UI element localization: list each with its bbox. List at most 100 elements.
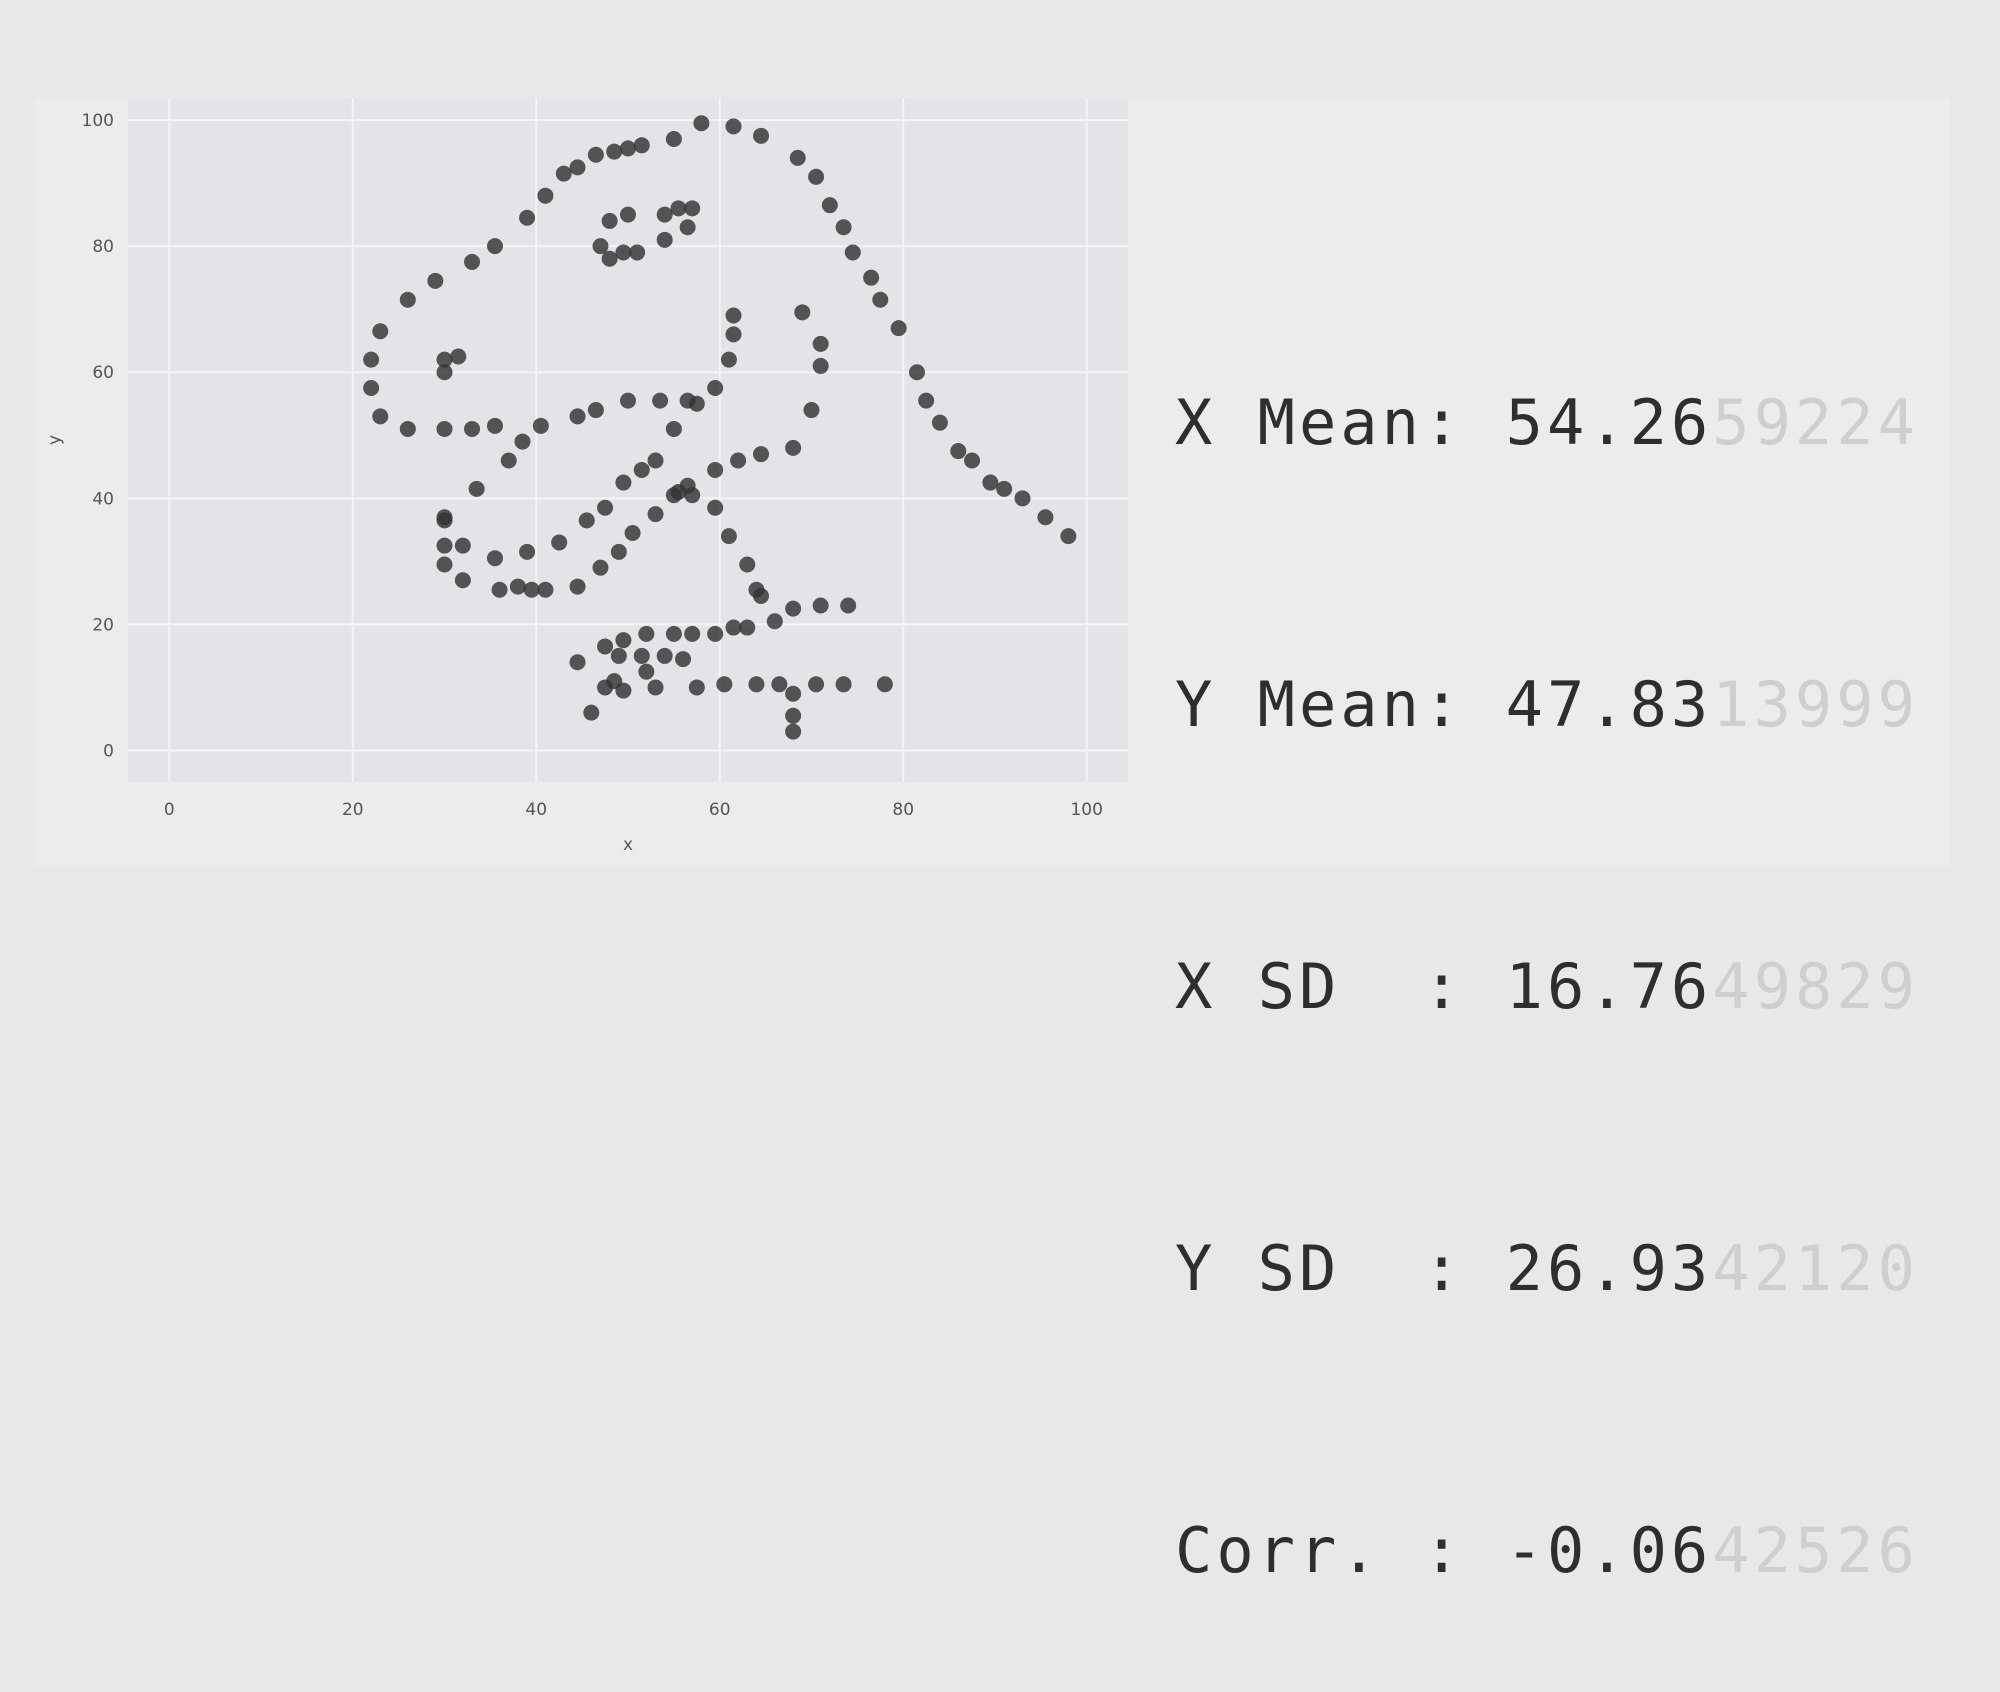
data-point [707, 379, 724, 396]
data-point [835, 219, 852, 236]
data-point [532, 417, 549, 434]
data-point [399, 420, 416, 437]
data-point [597, 638, 614, 655]
stat-value-trailing-digits: 59224 [1712, 386, 1919, 459]
data-point [656, 647, 673, 664]
data-point [592, 238, 609, 255]
data-point [876, 676, 893, 693]
data-point [785, 723, 802, 740]
stat-row-y-sd: Y SD : 26.9342120 [1175, 1222, 1919, 1316]
data-point [739, 556, 756, 573]
data-point [1060, 528, 1077, 545]
data-point [583, 704, 600, 721]
data-point [707, 499, 724, 516]
data-point [785, 707, 802, 724]
stat-row-y-mean: Y Mean: 47.8313999 [1175, 658, 1919, 752]
data-point [720, 528, 737, 545]
y-tick-label: 100 [82, 111, 114, 131]
data-point [624, 524, 641, 541]
data-point [629, 244, 646, 261]
data-point [808, 676, 825, 693]
stat-value-trailing-digits: 13999 [1712, 668, 1919, 741]
data-point [918, 392, 935, 409]
data-point [794, 304, 811, 321]
data-point [615, 682, 632, 699]
data-point [638, 625, 655, 642]
data-point [436, 509, 453, 526]
data-point [725, 307, 742, 324]
data-point [363, 379, 380, 396]
data-point [707, 461, 724, 478]
data-point [647, 506, 664, 523]
stat-value-trailing-digits: 42526 [1712, 1514, 1919, 1587]
figure-panel: 0 20 40 60 80 100 0 20 40 60 80 100 x y [36, 98, 1950, 866]
data-point [688, 679, 705, 696]
data-point [519, 209, 536, 226]
data-point [720, 351, 737, 368]
data-point [537, 581, 554, 598]
stat-label: X SD : [1175, 950, 1506, 1023]
data-point [615, 474, 632, 491]
stat-row-x-mean: X Mean: 54.2659224 [1175, 376, 1919, 470]
data-point [821, 197, 838, 214]
y-tick-label: 80 [92, 237, 114, 257]
data-point [812, 335, 829, 352]
data-point [569, 654, 586, 671]
stat-value: 54.26 [1505, 386, 1713, 459]
data-point [615, 244, 632, 261]
data-point [725, 118, 742, 135]
data-point [486, 238, 503, 255]
data-point [730, 452, 747, 469]
stat-value: -0.06 [1505, 1514, 1713, 1587]
data-point [363, 351, 380, 368]
data-point [785, 685, 802, 702]
data-point [450, 348, 467, 365]
data-point [1014, 490, 1031, 507]
stat-label: Corr. : [1175, 1514, 1506, 1587]
data-point [725, 326, 742, 343]
data-point [665, 487, 682, 504]
data-point [486, 417, 503, 434]
data-point [523, 581, 540, 598]
x-tick-label: 20 [342, 800, 364, 820]
y-tick-labels: 0 20 40 60 80 100 [82, 111, 114, 761]
x-tick-label: 60 [709, 800, 731, 820]
x-tick-labels: 0 20 40 60 80 100 [164, 800, 1103, 820]
data-point [464, 253, 481, 270]
data-point [716, 676, 733, 693]
data-point [578, 512, 595, 529]
stat-row-x-sd: X SD : 16.7649829 [1175, 940, 1919, 1034]
data-point [840, 597, 857, 614]
data-point [620, 140, 636, 157]
data-point [633, 461, 650, 478]
x-tick-label: 0 [164, 800, 175, 820]
stat-value-trailing-digits: 42120 [1712, 1232, 1919, 1305]
stat-label: Y SD : [1175, 1232, 1506, 1305]
data-point [555, 165, 572, 182]
data-point [748, 676, 765, 693]
data-point [620, 206, 636, 223]
data-point [372, 323, 389, 340]
data-point [812, 597, 829, 614]
data-point [468, 480, 485, 497]
data-point [436, 364, 453, 381]
data-point [835, 676, 852, 693]
data-point [587, 402, 604, 419]
data-point [931, 414, 948, 431]
data-point [656, 206, 673, 223]
data-point [665, 130, 682, 147]
data-point [486, 550, 503, 567]
data-point [982, 474, 999, 491]
data-point [620, 392, 636, 409]
data-point [684, 487, 701, 504]
data-point [436, 351, 453, 368]
stat-label: X Mean: [1175, 386, 1506, 459]
data-point [436, 556, 453, 573]
data-point [964, 452, 981, 469]
data-point [633, 647, 650, 664]
data-point [675, 651, 692, 668]
data-point [739, 619, 756, 636]
data-point [491, 581, 508, 598]
data-point [601, 250, 618, 267]
scatter-chart: 0 20 40 60 80 100 0 20 40 60 80 100 x y [45, 98, 1128, 855]
